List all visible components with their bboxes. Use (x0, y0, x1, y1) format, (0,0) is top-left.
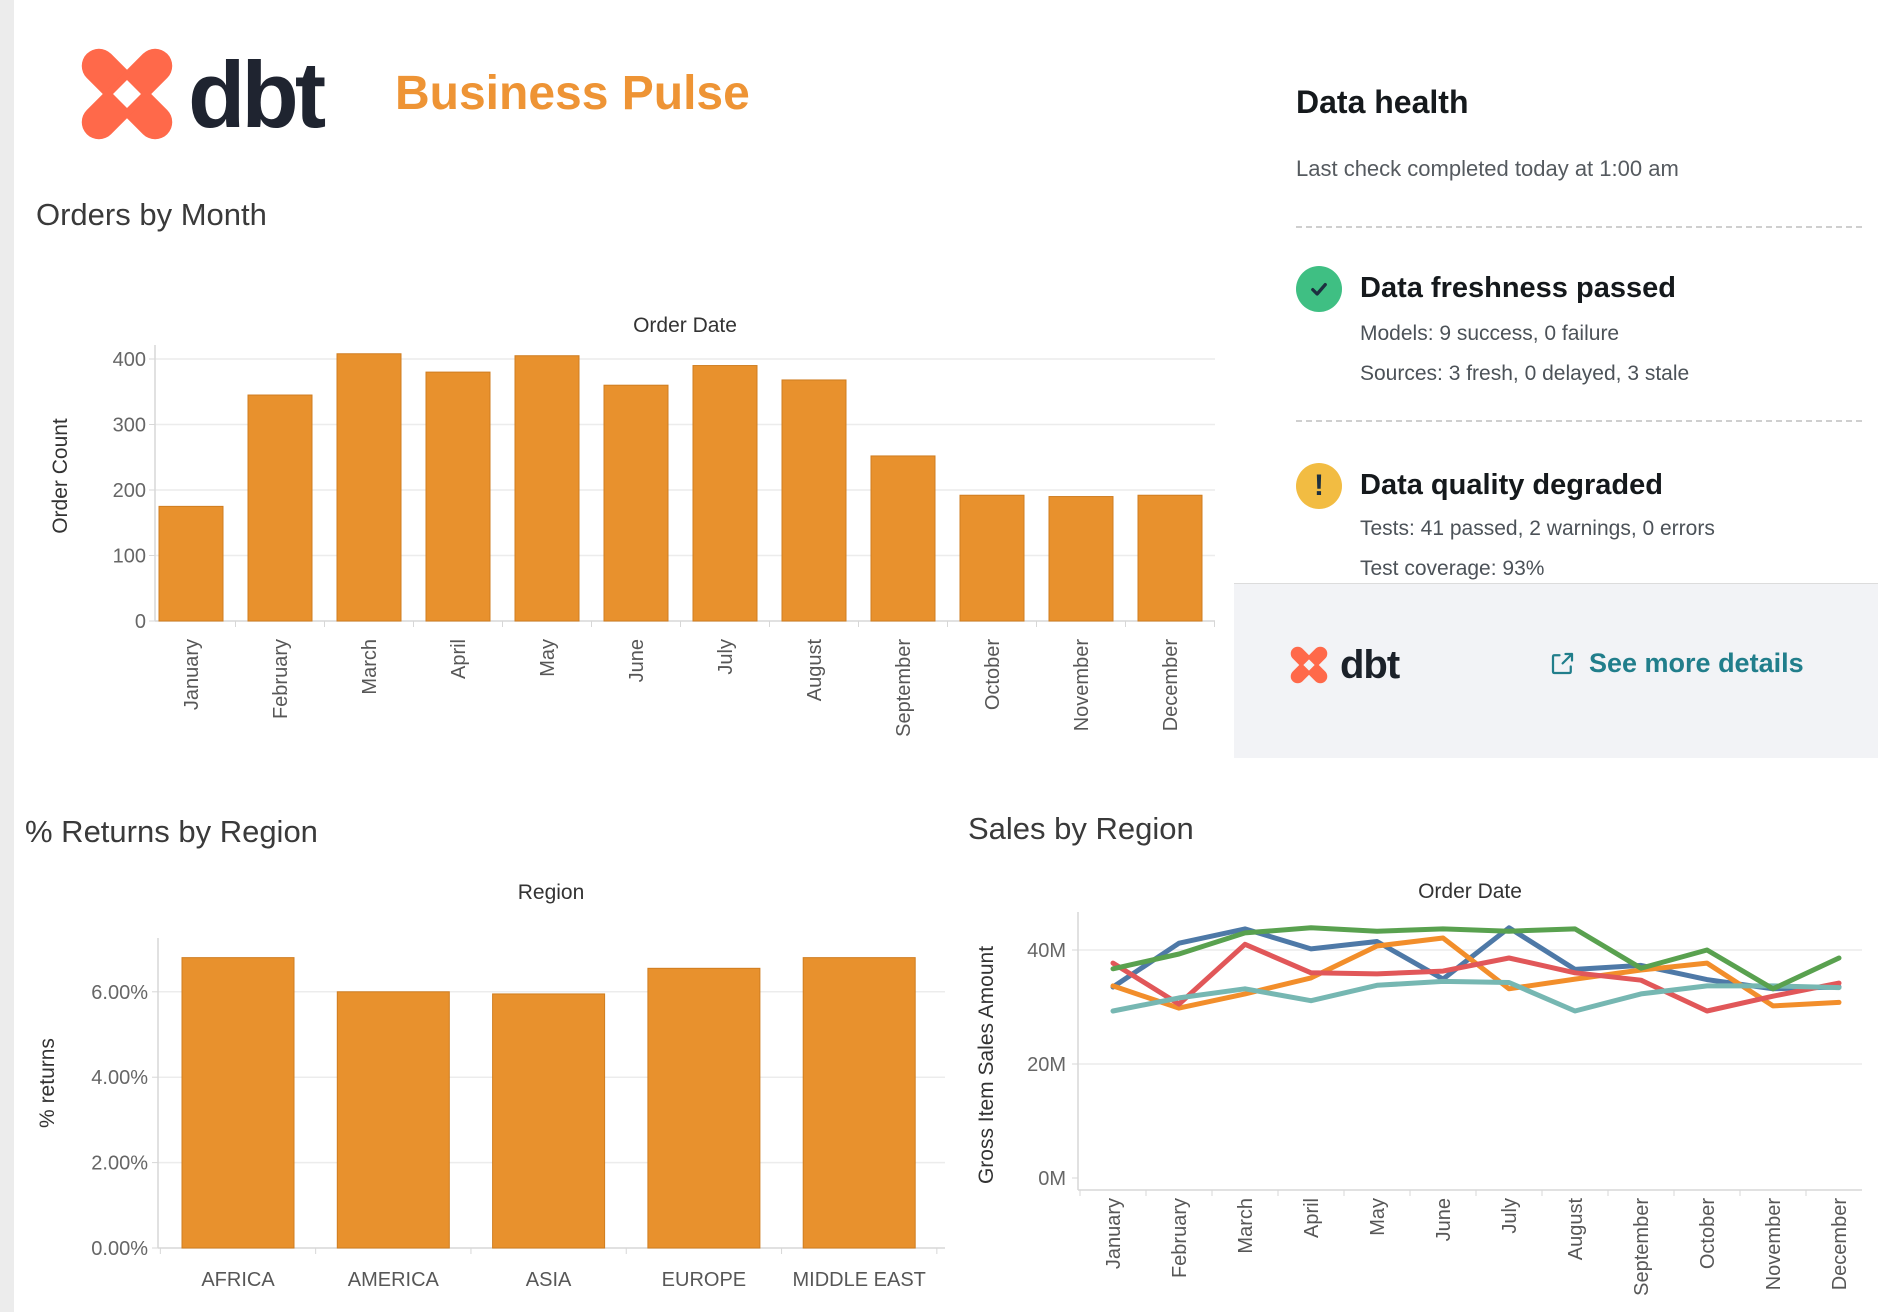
bar-ASIA[interactable] (492, 993, 606, 1249)
svg-text:June: June (1433, 1198, 1455, 1241)
svg-text:January: January (181, 639, 203, 710)
svg-text:6.00%: 6.00% (91, 982, 148, 1004)
left-gutter (0, 0, 14, 1312)
divider (1296, 226, 1862, 228)
svg-text:December: December (1829, 1198, 1851, 1291)
freshness-status-title: Data freshness passed (1360, 272, 1676, 304)
line-series-teal[interactable] (1110, 978, 1842, 1014)
quality-tests-detail: Tests: 41 passed, 2 warnings, 0 errors (1360, 517, 1715, 540)
bar-May[interactable] (514, 355, 580, 622)
svg-text:August: August (804, 639, 826, 702)
data-health-footer: dbt See more details (1234, 583, 1878, 758)
svg-text:June: June (626, 639, 648, 682)
quality-status-title: Data quality degraded (1360, 469, 1663, 501)
svg-text:EUROPE: EUROPE (662, 1269, 746, 1291)
svg-text:40M: 40M (1027, 940, 1066, 962)
svg-text:AMERICA: AMERICA (348, 1269, 440, 1291)
svg-text:November: November (1763, 1198, 1785, 1291)
bar-December[interactable] (1137, 494, 1203, 622)
bar-EUROPE[interactable] (647, 967, 761, 1249)
bar-MIDDLE EAST[interactable] (802, 957, 916, 1249)
sales-chart-title: Sales by Region (968, 811, 1194, 846)
svg-text:April: April (1301, 1198, 1323, 1238)
orders-y-axis-label: Order Count (49, 418, 72, 534)
svg-text:November: November (1071, 639, 1093, 732)
orders-pane-title: Order Date (633, 314, 737, 337)
svg-text:March: March (359, 639, 381, 695)
svg-text:100: 100 (113, 546, 146, 568)
bar-November[interactable] (1048, 496, 1114, 622)
orders-chart-title: Orders by Month (36, 197, 267, 232)
svg-text:0: 0 (135, 611, 146, 633)
svg-text:September: September (1631, 1198, 1653, 1296)
svg-text:July: July (1499, 1198, 1521, 1234)
exclamation-icon: ! (1296, 463, 1342, 509)
svg-text:0M: 0M (1038, 1168, 1066, 1190)
see-more-details-link[interactable]: See more details (1547, 648, 1804, 679)
check-icon (1296, 266, 1342, 312)
dbt-wordmark: dbt (188, 42, 326, 147)
bar-July[interactable] (692, 365, 758, 622)
svg-text:December: December (1160, 639, 1182, 732)
svg-text:January: January (1103, 1198, 1125, 1269)
svg-text:0.00%: 0.00% (91, 1238, 148, 1260)
sales-pane-title: Order Date (1418, 880, 1522, 903)
returns-chart-title: % Returns by Region (25, 814, 318, 849)
svg-text:October: October (1697, 1198, 1719, 1269)
footer-dbt-logo: dbt (1288, 643, 1400, 687)
bar-AFRICA[interactable] (181, 957, 295, 1249)
quality-coverage-detail: Test coverage: 93% (1360, 557, 1545, 580)
freshness-sources-detail: Sources: 3 fresh, 0 delayed, 3 stale (1360, 362, 1690, 385)
footer-dbt-wordmark: dbt (1340, 643, 1400, 687)
sales-y-axis-label: Gross Item Sales Amount (975, 945, 998, 1185)
returns-pane-title: Region (517, 881, 585, 904)
svg-text:February: February (270, 639, 292, 719)
bar-AMERICA[interactable] (336, 991, 450, 1249)
svg-text:20M: 20M (1027, 1054, 1066, 1076)
svg-text:ASIA: ASIA (526, 1269, 572, 1291)
divider (1296, 420, 1862, 422)
svg-text:August: August (1565, 1198, 1587, 1261)
svg-text:May: May (1367, 1198, 1389, 1236)
see-more-details-label: See more details (1589, 648, 1804, 678)
svg-text:September: September (893, 639, 915, 737)
bar-June[interactable] (603, 384, 669, 622)
svg-text:March: March (1235, 1198, 1257, 1254)
line-series-green[interactable] (1110, 925, 1842, 992)
svg-text:July: July (715, 639, 737, 675)
bar-April[interactable] (425, 371, 491, 622)
svg-text:October: October (982, 639, 1004, 710)
bar-February[interactable] (247, 394, 313, 622)
svg-text:April: April (448, 639, 470, 679)
svg-text:4.00%: 4.00% (91, 1067, 148, 1089)
bar-January[interactable] (158, 505, 224, 622)
svg-text:200: 200 (113, 480, 146, 502)
bar-August[interactable] (781, 379, 847, 622)
svg-text:400: 400 (113, 349, 146, 371)
line-series-red[interactable] (1110, 941, 1842, 1014)
svg-text:MIDDLE EAST: MIDDLE EAST (793, 1269, 926, 1291)
data-health-title: Data health (1296, 84, 1469, 120)
freshness-models-detail: Models: 9 success, 0 failure (1360, 322, 1620, 345)
external-link-icon (1551, 652, 1574, 674)
bar-October[interactable] (959, 494, 1025, 622)
svg-text:May: May (537, 639, 559, 677)
dbt-logo-icon (1290, 646, 1328, 684)
svg-text:AFRICA: AFRICA (201, 1269, 275, 1291)
returns-y-axis-label: % returns (36, 1038, 59, 1128)
svg-text:2.00%: 2.00% (91, 1153, 148, 1175)
svg-text:February: February (1169, 1198, 1191, 1278)
svg-text:300: 300 (113, 415, 146, 437)
bar-March[interactable] (336, 353, 402, 622)
line-series-blue[interactable] (1110, 925, 1842, 992)
dbt-logo-icon (81, 48, 173, 140)
data-health-last-check: Last check completed today at 1:00 am (1296, 156, 1679, 181)
page-title: Business Pulse (395, 67, 750, 120)
bar-September[interactable] (870, 455, 936, 622)
line-series-orange[interactable] (1110, 935, 1842, 1011)
